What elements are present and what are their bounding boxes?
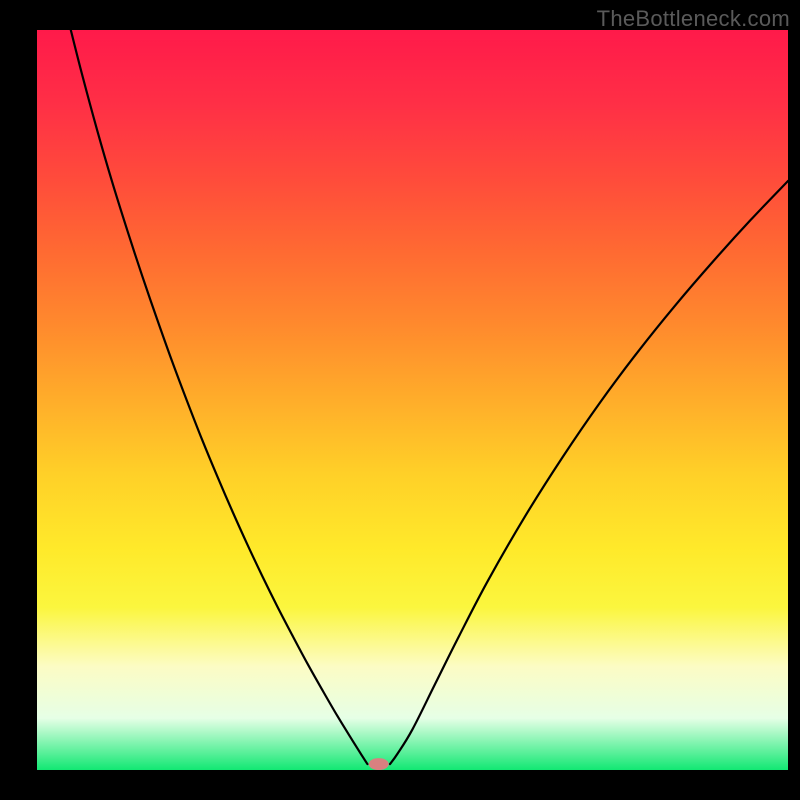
watermark-text: TheBottleneck.com: [597, 6, 790, 32]
bottleneck-chart: [0, 0, 800, 800]
minimum-marker: [369, 758, 389, 770]
chart-container: TheBottleneck.com: [0, 0, 800, 800]
